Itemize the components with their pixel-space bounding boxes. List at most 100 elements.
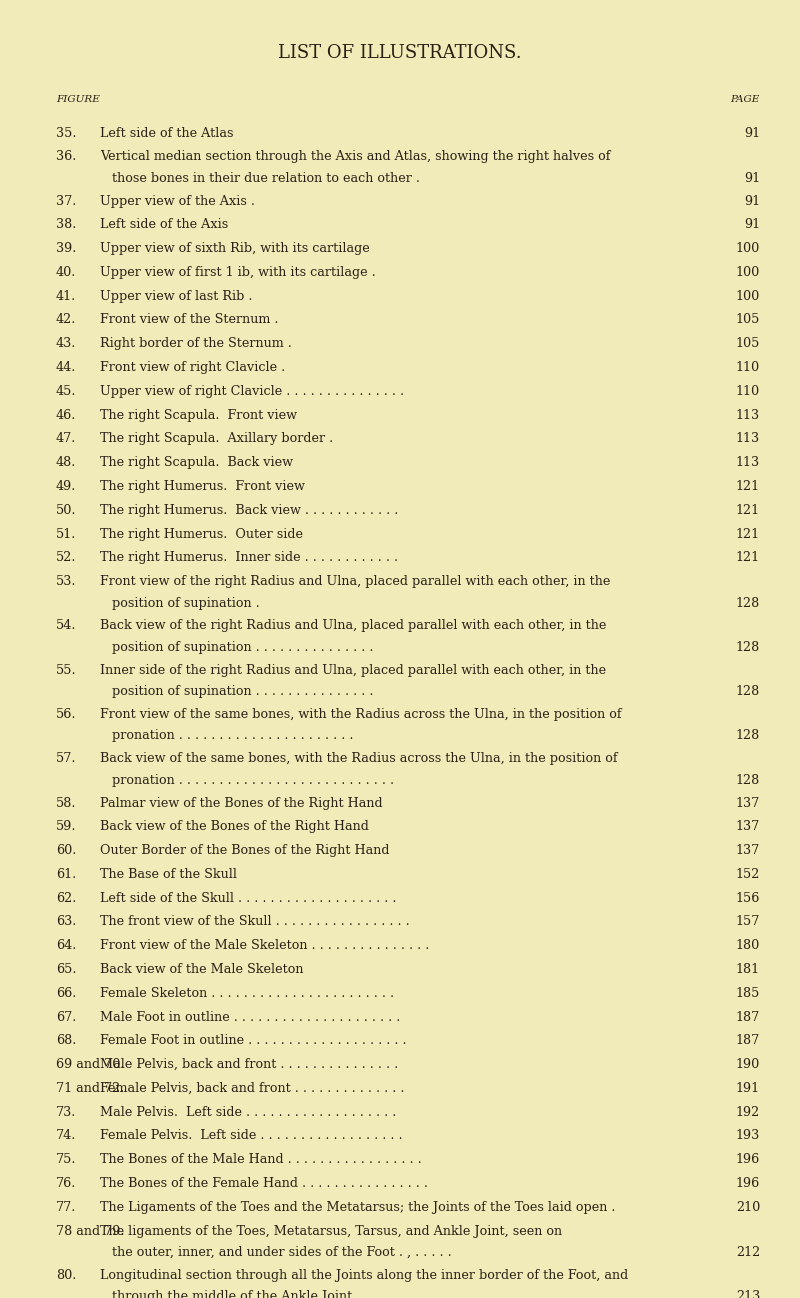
- Text: 50.: 50.: [56, 504, 77, 517]
- Text: 110: 110: [736, 384, 760, 398]
- Text: 152: 152: [736, 868, 760, 881]
- Text: 196: 196: [736, 1177, 760, 1190]
- Text: Back view of the Male Skeleton: Back view of the Male Skeleton: [100, 963, 303, 976]
- Text: 193: 193: [736, 1129, 760, 1142]
- Text: 156: 156: [736, 892, 760, 905]
- Text: Upper view of the Axis .: Upper view of the Axis .: [100, 195, 255, 208]
- Text: The front view of the Skull . . . . . . . . . . . . . . . . .: The front view of the Skull . . . . . . …: [100, 915, 410, 928]
- Text: The Bones of the Male Hand . . . . . . . . . . . . . . . . .: The Bones of the Male Hand . . . . . . .…: [100, 1153, 422, 1167]
- Text: 57.: 57.: [56, 753, 77, 766]
- Text: 190: 190: [736, 1058, 760, 1071]
- Text: 63.: 63.: [56, 915, 76, 928]
- Text: Upper view of sixth Rib, with its cartilage: Upper view of sixth Rib, with its cartil…: [100, 243, 370, 256]
- Text: 49.: 49.: [56, 480, 76, 493]
- Text: PAGE: PAGE: [730, 95, 760, 104]
- Text: 180: 180: [736, 940, 760, 953]
- Text: 39.: 39.: [56, 243, 76, 256]
- Text: 91: 91: [744, 195, 760, 208]
- Text: The Ligaments of the Toes and the Metatarsus; the Joints of the Toes laid open .: The Ligaments of the Toes and the Metata…: [100, 1201, 615, 1214]
- Text: 41.: 41.: [56, 289, 76, 302]
- Text: 68.: 68.: [56, 1035, 76, 1047]
- Text: 113: 113: [736, 456, 760, 469]
- Text: The ligaments of the Toes, Metatarsus, Tarsus, and Ankle Joint, seen on: The ligaments of the Toes, Metatarsus, T…: [100, 1224, 562, 1237]
- Text: 43.: 43.: [56, 337, 76, 350]
- Text: 181: 181: [736, 963, 760, 976]
- Text: 62.: 62.: [56, 892, 76, 905]
- Text: 51.: 51.: [56, 527, 76, 540]
- Text: 46.: 46.: [56, 409, 76, 422]
- Text: 196: 196: [736, 1153, 760, 1167]
- Text: 128: 128: [736, 641, 760, 654]
- Text: 192: 192: [736, 1106, 760, 1119]
- Text: FIGURE: FIGURE: [56, 95, 100, 104]
- Text: 100: 100: [736, 289, 760, 302]
- Text: Male Pelvis.  Left side . . . . . . . . . . . . . . . . . . .: Male Pelvis. Left side . . . . . . . . .…: [100, 1106, 396, 1119]
- Text: Upper view of right Clavicle . . . . . . . . . . . . . . .: Upper view of right Clavicle . . . . . .…: [100, 384, 404, 398]
- Text: 48.: 48.: [56, 456, 76, 469]
- Text: 52.: 52.: [56, 552, 77, 565]
- Text: The right Humerus.  Back view . . . . . . . . . . . .: The right Humerus. Back view . . . . . .…: [100, 504, 398, 517]
- Text: Longitudinal section through all the Joints along the inner border of the Foot, : Longitudinal section through all the Joi…: [100, 1269, 628, 1282]
- Text: 40.: 40.: [56, 266, 76, 279]
- Text: position of supination . . . . . . . . . . . . . . .: position of supination . . . . . . . . .…: [112, 641, 374, 654]
- Text: position of supination .: position of supination .: [112, 597, 260, 610]
- Text: Back view of the same bones, with the Radius across the Ulna, in the position of: Back view of the same bones, with the Ra…: [100, 753, 618, 766]
- Text: 128: 128: [736, 597, 760, 610]
- Text: 128: 128: [736, 729, 760, 742]
- Text: 185: 185: [736, 986, 760, 999]
- Text: Left side of the Skull . . . . . . . . . . . . . . . . . . . .: Left side of the Skull . . . . . . . . .…: [100, 892, 397, 905]
- Text: 71 and 72.: 71 and 72.: [56, 1083, 124, 1096]
- Text: pronation . . . . . . . . . . . . . . . . . . . . . .: pronation . . . . . . . . . . . . . . . …: [112, 729, 354, 742]
- Text: through the middle of the Ankle Joint . . . . . . . . . . .: through the middle of the Ankle Joint . …: [112, 1290, 442, 1298]
- Text: 66.: 66.: [56, 986, 76, 999]
- Text: Left side of the Axis: Left side of the Axis: [100, 218, 228, 231]
- Text: 157: 157: [736, 915, 760, 928]
- Text: 100: 100: [736, 243, 760, 256]
- Text: 187: 187: [736, 1011, 760, 1024]
- Text: position of supination . . . . . . . . . . . . . . .: position of supination . . . . . . . . .…: [112, 685, 374, 698]
- Text: 121: 121: [736, 527, 760, 540]
- Text: 100: 100: [736, 266, 760, 279]
- Text: 105: 105: [736, 337, 760, 350]
- Text: The right Scapula.  Back view: The right Scapula. Back view: [100, 456, 293, 469]
- Text: Front view of the Male Skeleton . . . . . . . . . . . . . . .: Front view of the Male Skeleton . . . . …: [100, 940, 430, 953]
- Text: 53.: 53.: [56, 575, 77, 588]
- Text: Female Foot in outline . . . . . . . . . . . . . . . . . . . .: Female Foot in outline . . . . . . . . .…: [100, 1035, 406, 1047]
- Text: 58.: 58.: [56, 797, 77, 810]
- Text: 91: 91: [744, 171, 760, 184]
- Text: 69 and 70.: 69 and 70.: [56, 1058, 125, 1071]
- Text: Outer Border of the Bones of the Right Hand: Outer Border of the Bones of the Right H…: [100, 844, 390, 857]
- Text: Left side of the Atlas: Left side of the Atlas: [100, 126, 234, 139]
- Text: The right Humerus.  Front view: The right Humerus. Front view: [100, 480, 305, 493]
- Text: 74.: 74.: [56, 1129, 76, 1142]
- Text: 187: 187: [736, 1035, 760, 1047]
- Text: 61.: 61.: [56, 868, 76, 881]
- Text: 121: 121: [736, 552, 760, 565]
- Text: the outer, inner, and under sides of the Foot . , . . . . .: the outer, inner, and under sides of the…: [112, 1246, 452, 1259]
- Text: 37.: 37.: [56, 195, 76, 208]
- Text: Palmar view of the Bones of the Right Hand: Palmar view of the Bones of the Right Ha…: [100, 797, 382, 810]
- Text: 35.: 35.: [56, 126, 77, 139]
- Text: 77.: 77.: [56, 1201, 76, 1214]
- Text: 42.: 42.: [56, 314, 76, 327]
- Text: pronation . . . . . . . . . . . . . . . . . . . . . . . . . . .: pronation . . . . . . . . . . . . . . . …: [112, 774, 394, 787]
- Text: Female Pelvis.  Left side . . . . . . . . . . . . . . . . . .: Female Pelvis. Left side . . . . . . . .…: [100, 1129, 402, 1142]
- Text: 80.: 80.: [56, 1269, 76, 1282]
- Text: 137: 137: [736, 820, 760, 833]
- Text: 56.: 56.: [56, 707, 77, 720]
- Text: 121: 121: [736, 504, 760, 517]
- Text: 110: 110: [736, 361, 760, 374]
- Text: 212: 212: [736, 1246, 760, 1259]
- Text: The right Scapula.  Front view: The right Scapula. Front view: [100, 409, 297, 422]
- Text: 54.: 54.: [56, 619, 77, 632]
- Text: 64.: 64.: [56, 940, 76, 953]
- Text: 78 and 79.: 78 and 79.: [56, 1224, 125, 1237]
- Text: 59.: 59.: [56, 820, 77, 833]
- Text: Female Pelvis, back and front . . . . . . . . . . . . . .: Female Pelvis, back and front . . . . . …: [100, 1083, 405, 1096]
- Text: 47.: 47.: [56, 432, 76, 445]
- Text: Upper view of first 1 ib, with its cartilage .: Upper view of first 1 ib, with its carti…: [100, 266, 376, 279]
- Text: 121: 121: [736, 480, 760, 493]
- Text: 213: 213: [736, 1290, 760, 1298]
- Text: Inner side of the right Radius and Ulna, placed parallel with each other, in the: Inner side of the right Radius and Ulna,…: [100, 663, 606, 676]
- Text: Male Foot in outline . . . . . . . . . . . . . . . . . . . . .: Male Foot in outline . . . . . . . . . .…: [100, 1011, 400, 1024]
